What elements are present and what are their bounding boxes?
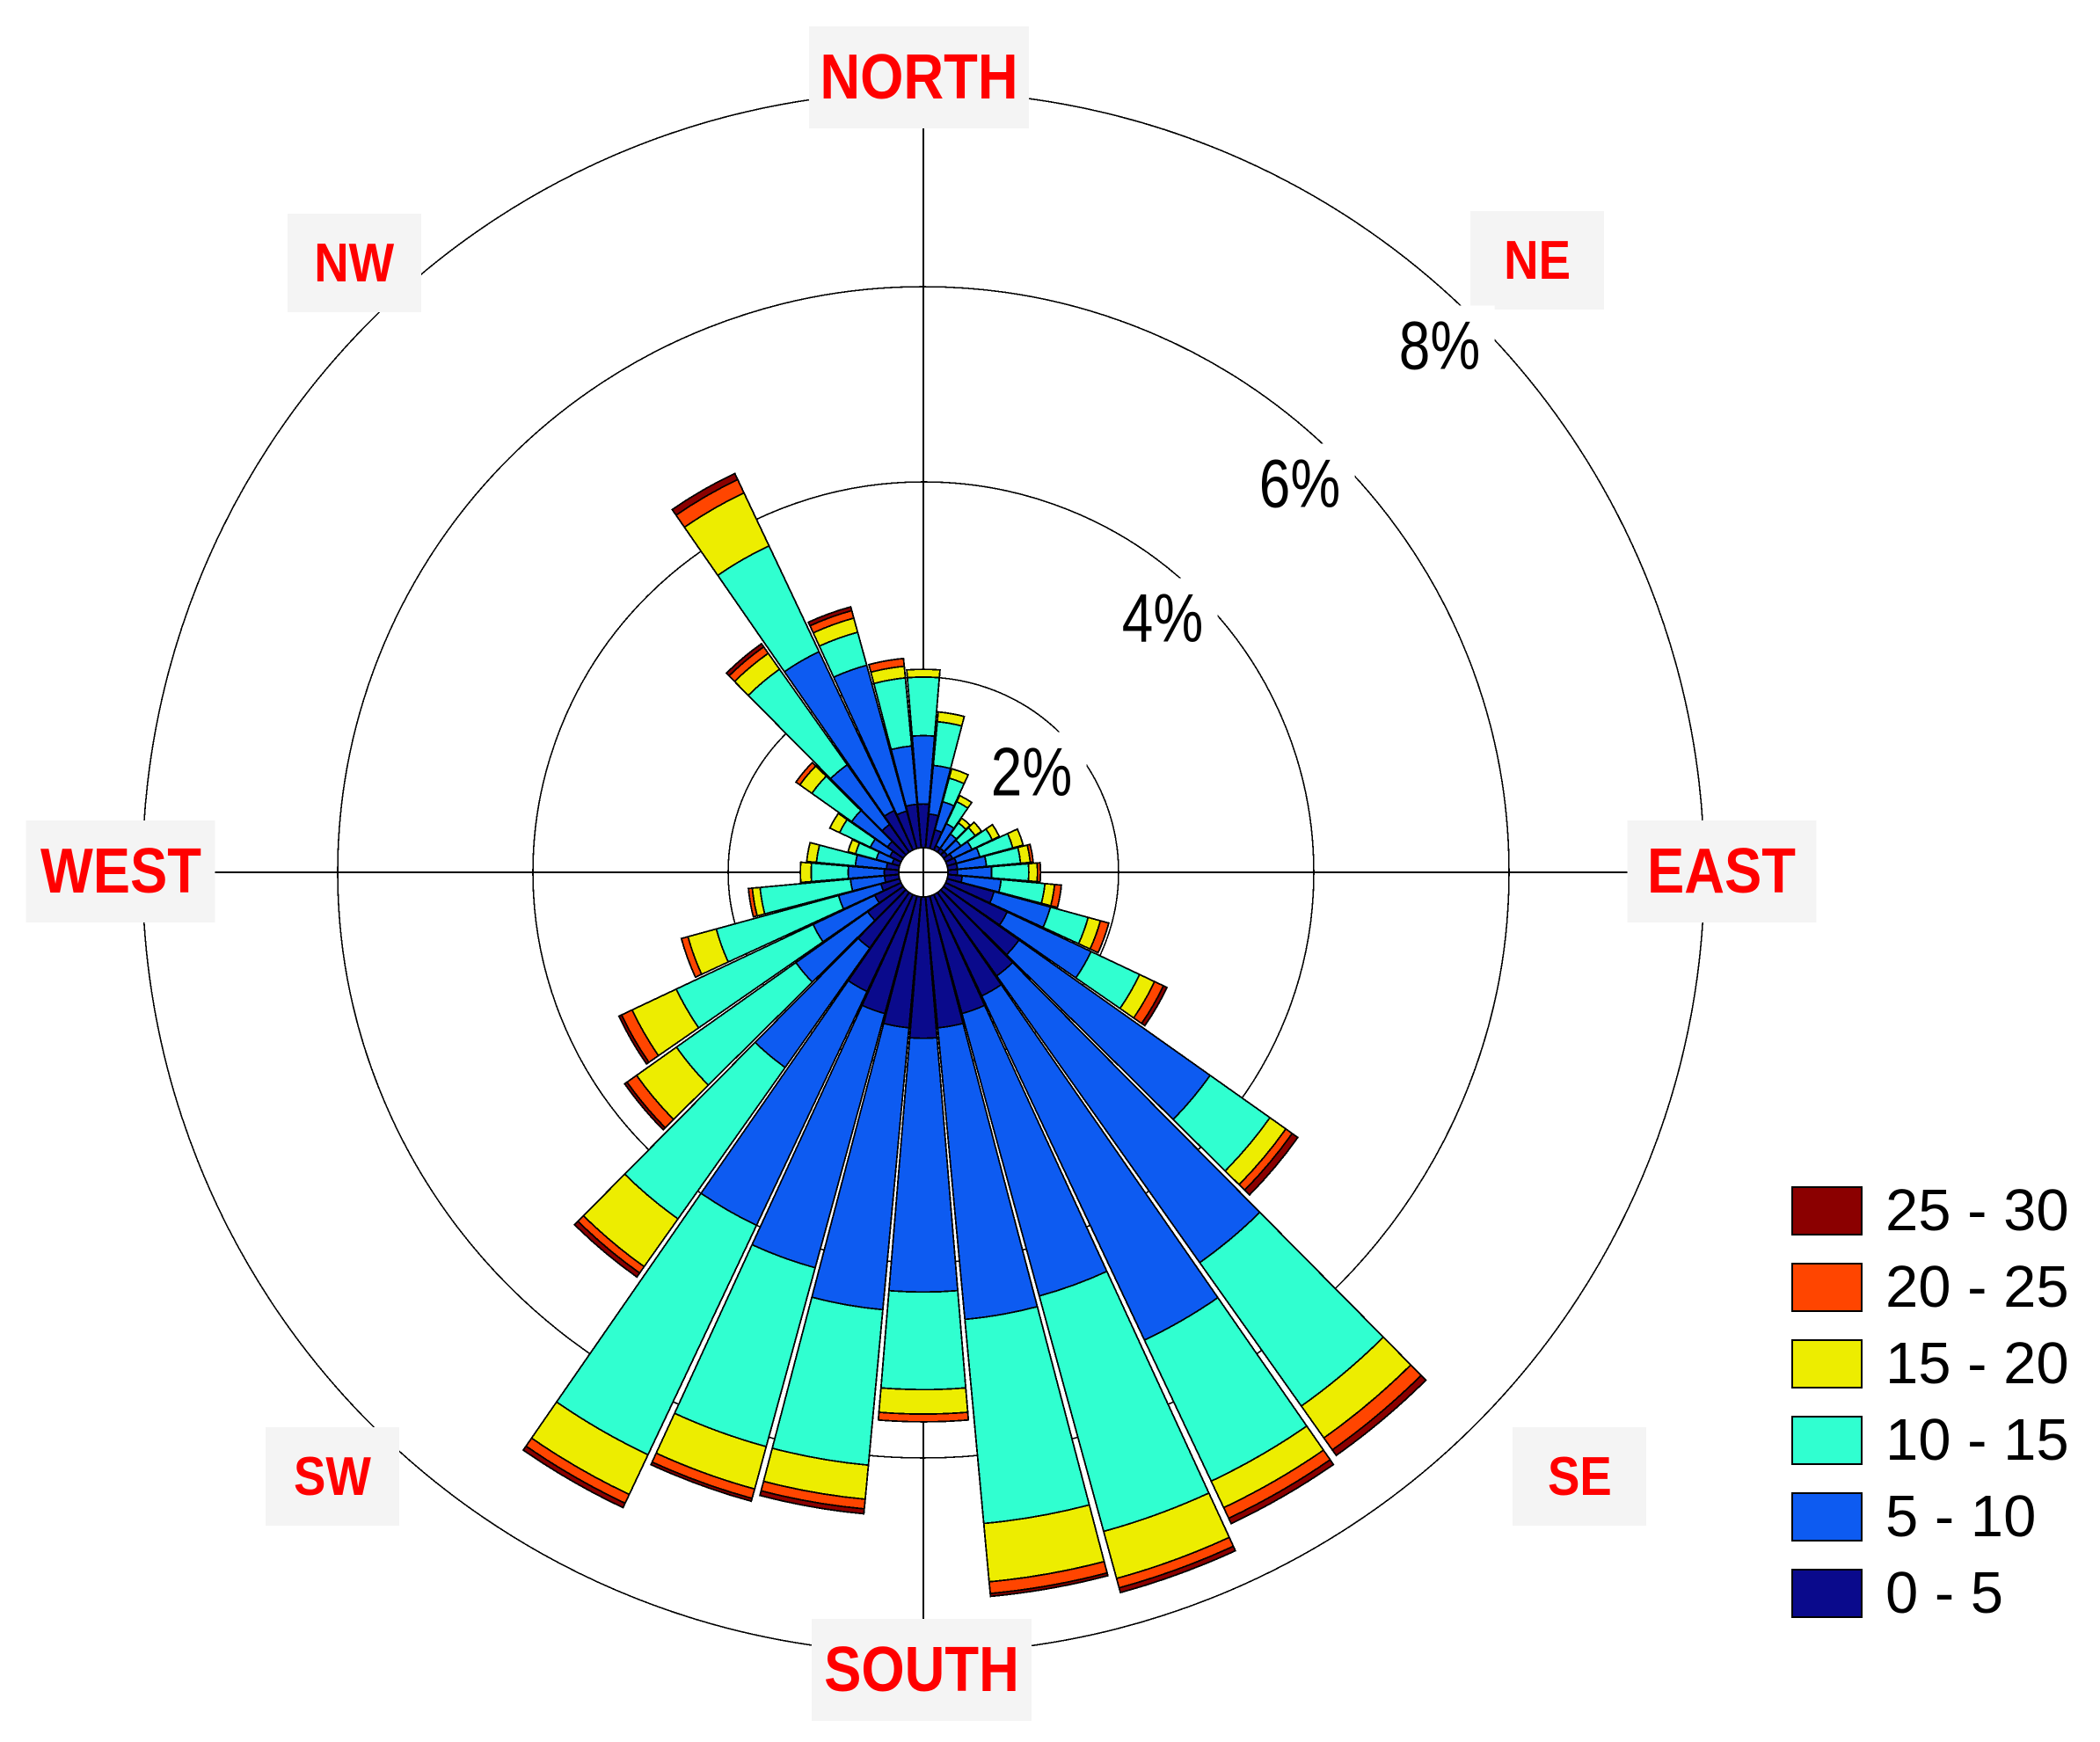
petal-130-bin-25-30 bbox=[1243, 1132, 1300, 1197]
ring-6pct bbox=[337, 286, 1510, 1459]
ring-label-6pct: 6% bbox=[1244, 443, 1355, 524]
legend-item: 10 - 15 bbox=[1791, 1407, 2069, 1473]
petal-10-bin-15-20 bbox=[936, 711, 966, 727]
compass-label-south-text: SOUTH bbox=[824, 1635, 1019, 1705]
petal-90-bin-10-15 bbox=[990, 863, 1030, 882]
legend-swatch bbox=[1791, 1263, 1863, 1312]
petal-160-bin-25-30 bbox=[1118, 1545, 1236, 1594]
petal-170-bin-25-30 bbox=[989, 1571, 1109, 1598]
compass-label-ne-text: NE bbox=[1504, 230, 1571, 291]
ring-label-8pct: 8% bbox=[1384, 305, 1495, 386]
petal-10-bin-10-15 bbox=[932, 720, 963, 769]
ring-label-4pct-text: 4% bbox=[1121, 579, 1204, 657]
legend-item-label: 0 - 5 bbox=[1885, 1560, 2004, 1626]
petal-310-bin-20-25 bbox=[794, 761, 817, 786]
petal-220-bin-25-30 bbox=[573, 1220, 641, 1279]
petal-110-bin-20-25 bbox=[1089, 919, 1111, 954]
compass-label-east-text: EAST bbox=[1647, 836, 1797, 907]
petal-100-bin-20-25 bbox=[1049, 883, 1062, 909]
compass-label-west: WEST bbox=[26, 820, 215, 922]
petal-270-bin-10-15 bbox=[810, 862, 849, 883]
petal-340-bin-25-30 bbox=[807, 605, 853, 627]
petal-80-bin-20-25 bbox=[1025, 843, 1034, 864]
ring-label-4pct: 4% bbox=[1107, 578, 1218, 659]
compass-label-sw-text: SW bbox=[294, 1446, 371, 1507]
petal-200-bin-25-30 bbox=[650, 1461, 754, 1503]
petal-300-bin-15-20 bbox=[828, 812, 849, 835]
petal-270-bin-15-20 bbox=[799, 861, 813, 884]
petal-280-bin-15-20 bbox=[806, 842, 821, 864]
legend-item: 5 - 10 bbox=[1791, 1483, 2069, 1549]
petal-90-bin-15-20 bbox=[1027, 862, 1039, 883]
petal-320-bin-25-30 bbox=[725, 642, 765, 677]
legend-swatch bbox=[1791, 1416, 1863, 1465]
petal-210-bin-25-30 bbox=[521, 1445, 626, 1509]
legend-swatch bbox=[1791, 1186, 1863, 1235]
petal-240-bin-25-30 bbox=[617, 1013, 651, 1066]
petal-20-bin-15-20 bbox=[948, 768, 970, 785]
petal-250-bin-20-25 bbox=[680, 936, 704, 979]
compass-label-nw-text: NW bbox=[314, 232, 395, 294]
compass-label-se-text: SE bbox=[1547, 1446, 1612, 1507]
compass-label-west-text: WEST bbox=[40, 836, 201, 907]
petal-120-bin-25-30 bbox=[1140, 984, 1169, 1027]
petal-90-bin-20-25 bbox=[1036, 862, 1042, 883]
legend-item-label: 10 - 15 bbox=[1885, 1407, 2069, 1473]
legend-item: 15 - 20 bbox=[1791, 1330, 2069, 1396]
ring-label-2pct: 2% bbox=[976, 732, 1087, 813]
legend-item: 0 - 5 bbox=[1791, 1560, 2069, 1626]
legend: 25 - 30 20 - 25 15 - 20 10 - 15 5 - 10 0… bbox=[1791, 1177, 2069, 1645]
legend-swatch bbox=[1791, 1492, 1863, 1542]
legend-item: 25 - 30 bbox=[1791, 1177, 2069, 1243]
petal-180-bin-15-20 bbox=[878, 1387, 969, 1415]
ring-label-2pct-text: 2% bbox=[990, 733, 1073, 811]
petal-330-bin-25-30 bbox=[671, 472, 740, 517]
legend-item-label: 25 - 30 bbox=[1885, 1177, 2069, 1243]
petal-70-bin-15-20 bbox=[1006, 827, 1024, 849]
compass-label-se: SE bbox=[1513, 1427, 1646, 1526]
petal-180-bin-20-25 bbox=[877, 1411, 970, 1423]
compass-label-nw: NW bbox=[288, 214, 421, 312]
petal-350-bin-20-25 bbox=[867, 657, 906, 674]
petal-0-bin-10-15 bbox=[906, 676, 941, 738]
petal-190-bin-25-30 bbox=[758, 1490, 865, 1515]
compass-label-ne: NE bbox=[1470, 211, 1604, 310]
compass-label-south: SOUTH bbox=[812, 1619, 1032, 1721]
compass-label-north-text: NORTH bbox=[820, 42, 1018, 113]
compass-label-north: NORTH bbox=[809, 26, 1029, 128]
petal-30-bin-15-20 bbox=[955, 794, 973, 810]
compass-label-east: EAST bbox=[1627, 820, 1817, 922]
petal-230-bin-25-30 bbox=[623, 1081, 667, 1132]
legend-item-label: 20 - 25 bbox=[1885, 1254, 2069, 1320]
compass-label-sw: SW bbox=[266, 1427, 399, 1526]
petal-140-bin-25-30 bbox=[1331, 1374, 1427, 1457]
legend-item: 20 - 25 bbox=[1791, 1254, 2069, 1320]
legend-swatch bbox=[1791, 1339, 1863, 1388]
petal-180-bin-10-15 bbox=[879, 1289, 967, 1391]
petal-150-bin-25-30 bbox=[1227, 1458, 1335, 1525]
petal-0-bin-15-20 bbox=[906, 668, 941, 679]
legend-item-label: 15 - 20 bbox=[1885, 1330, 2069, 1396]
ring-label-8pct-text: 8% bbox=[1398, 306, 1481, 384]
legend-swatch bbox=[1791, 1569, 1863, 1618]
ring-label-6pct-text: 6% bbox=[1258, 444, 1341, 522]
petal-260-bin-20-25 bbox=[747, 887, 759, 918]
legend-item-label: 5 - 10 bbox=[1885, 1483, 2037, 1549]
